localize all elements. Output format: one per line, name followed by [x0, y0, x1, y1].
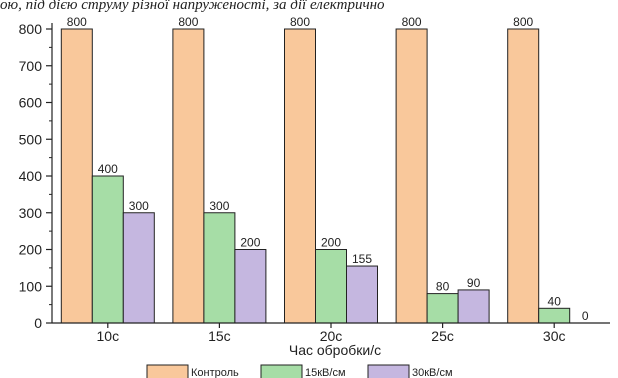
x-tick-label: 25с: [431, 328, 454, 344]
data-label: 800: [290, 15, 310, 29]
data-label: 0: [582, 309, 589, 323]
bar-2-5: [538, 307, 571, 324]
legend-swatch-2: [260, 364, 303, 378]
x-tick-label: 20с: [320, 328, 343, 344]
data-label: 155: [352, 252, 372, 266]
data-label: 800: [178, 15, 198, 29]
y-tick-label: 100: [19, 278, 43, 294]
legend-label: 15кВ/см: [305, 367, 346, 378]
y-tick-label: 300: [19, 205, 43, 221]
data-label: 800: [513, 15, 533, 29]
top-caption-text: ою, під дією струму різної напруженості,…: [0, 0, 385, 13]
data-label: 80: [436, 280, 450, 294]
data-label: 400: [98, 162, 118, 176]
bar-2-1: [91, 175, 124, 324]
legend-label: 30кВ/см: [412, 367, 453, 378]
legend-swatch-1: [146, 364, 189, 378]
x-tick-label: 30с: [543, 328, 566, 344]
data-label: 800: [402, 15, 422, 29]
x-tick-label: 15с: [208, 328, 231, 344]
bars-group: [60, 28, 571, 324]
bar-1-3: [284, 28, 316, 324]
bar-1-1: [60, 28, 93, 324]
bar-2-3: [315, 249, 347, 324]
data-label: 800: [67, 15, 87, 29]
data-label: 40: [548, 294, 562, 308]
legend: Контроль 15кВ/см 30кВ/см: [146, 364, 453, 378]
x-tick-label: 10с: [97, 328, 120, 344]
data-label: 200: [240, 236, 260, 250]
bar-3-4: [457, 289, 490, 324]
bar-3-1: [122, 212, 155, 324]
x-axis-title: Час обробки/с: [289, 342, 381, 358]
y-tick-label: 500: [19, 131, 43, 147]
bar-1-4: [395, 28, 428, 324]
bar-3-2: [234, 249, 267, 324]
data-label: 90: [467, 276, 481, 290]
bar-2-4: [426, 293, 459, 324]
y-tick-label: 0: [34, 315, 42, 331]
bar-3-3: [346, 265, 378, 324]
y-tick-label: 700: [19, 58, 43, 74]
y-tick-label: 400: [19, 168, 43, 184]
bar-1-2: [172, 28, 205, 324]
legend-swatch-3: [367, 364, 410, 378]
data-label: 300: [129, 199, 149, 213]
data-label: 200: [321, 236, 341, 250]
bar-2-2: [203, 212, 236, 324]
data-label: 300: [209, 199, 229, 213]
y-tick-label: 800: [19, 21, 43, 37]
y-tick-label: 200: [19, 242, 43, 258]
y-tick-label: 600: [19, 95, 43, 111]
bar-1-5: [507, 28, 540, 324]
legend-label: Контроль: [191, 367, 239, 378]
